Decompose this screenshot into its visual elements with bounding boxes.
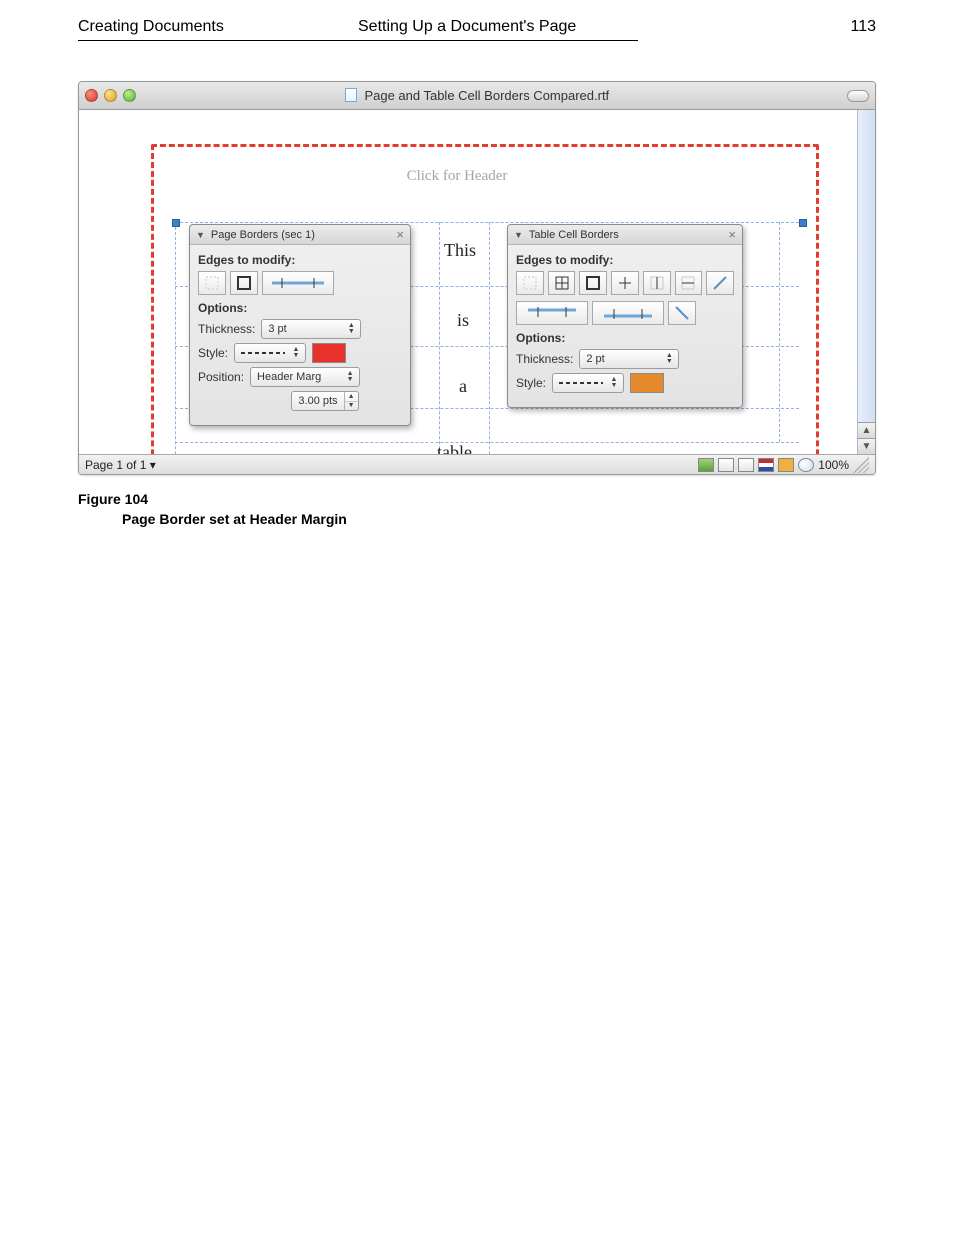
toolbar-toggle-icon[interactable] [847, 90, 869, 102]
palette-title: Table Cell Borders [529, 229, 619, 241]
body-text: This [444, 240, 476, 261]
selection-handle[interactable] [172, 219, 180, 227]
edge-buttons-row-1 [516, 271, 734, 295]
header-left: Creating Documents [78, 18, 358, 41]
document-area: ▲ ▼ Click for Header This is a table. [79, 110, 875, 474]
options-label: Options: [516, 331, 734, 345]
edge-inner-button[interactable] [611, 271, 639, 295]
thickness-select[interactable]: 2 pt ▲▼ [579, 349, 679, 369]
app-window: Page and Table Cell Borders Compared.rtf… [78, 81, 876, 475]
selection-handle[interactable] [799, 219, 807, 227]
header-center: Setting Up a Document's Page [358, 18, 638, 41]
figure-number: Figure 104 [78, 491, 148, 507]
palette-titlebar[interactable]: ▼ Page Borders (sec 1) × [190, 225, 410, 245]
edge-none-button[interactable] [198, 271, 226, 295]
thickness-label: Thickness: [198, 322, 255, 336]
chevron-updown-icon: ▲▼ [290, 346, 302, 360]
document-icon [345, 88, 357, 102]
resize-grip-icon[interactable] [853, 457, 869, 473]
thickness-select[interactable]: 3 pt ▲▼ [261, 319, 361, 339]
close-icon[interactable]: × [396, 228, 404, 241]
body-text: is [457, 310, 469, 331]
figure-caption: Figure 104 Page Border set at Header Mar… [78, 491, 954, 527]
style-select[interactable]: ▲▼ [234, 343, 306, 363]
color-swatch[interactable] [312, 343, 346, 363]
position-label: Position: [198, 370, 244, 384]
step-up-icon[interactable]: ▲ [345, 392, 358, 402]
disclosure-icon[interactable]: ▼ [514, 230, 523, 240]
language-icon[interactable] [758, 458, 774, 472]
chevron-updown-icon: ▲▼ [344, 370, 356, 384]
chevron-updown-icon: ▲▼ [663, 352, 675, 366]
edges-label: Edges to modify: [198, 253, 402, 267]
traffic-lights [85, 89, 136, 102]
step-down-icon[interactable]: ▼ [345, 402, 358, 411]
zoom-value[interactable]: 100% [818, 458, 849, 472]
table-col-guide [439, 222, 440, 475]
edge-box-button[interactable] [230, 271, 258, 295]
edge-buttons-row-2 [516, 301, 734, 325]
scroll-down-icon[interactable]: ▼ [858, 438, 875, 454]
edge-buttons-row [198, 271, 402, 295]
table-col-guide [175, 222, 176, 475]
thickness-label: Thickness: [516, 352, 573, 366]
titlebar[interactable]: Page and Table Cell Borders Compared.rtf [79, 82, 875, 110]
offset-stepper[interactable]: 3.00 pts ▲▼ [291, 391, 358, 411]
window-title: Page and Table Cell Borders Compared.rtf [79, 88, 875, 103]
palette-titlebar[interactable]: ▼ Table Cell Borders × [508, 225, 742, 245]
view-mode-icon[interactable] [718, 458, 734, 472]
zoom-icon[interactable] [123, 89, 136, 102]
running-header: Creating Documents Setting Up a Document… [0, 0, 954, 47]
disclosure-icon[interactable]: ▼ [196, 230, 205, 240]
position-select[interactable]: Header Marg ▲▼ [250, 367, 360, 387]
edge-diagonal-button[interactable] [706, 271, 734, 295]
chevron-updown-icon: ▲▼ [608, 376, 620, 390]
header-placeholder[interactable]: Click for Header [79, 168, 835, 185]
vertical-scrollbar[interactable]: ▲ ▼ [857, 110, 875, 454]
scroll-up-icon[interactable]: ▲ [858, 422, 875, 438]
edge-horizontal-button[interactable] [675, 271, 703, 295]
page-borders-palette[interactable]: ▼ Page Borders (sec 1) × Edges to modify… [189, 224, 411, 426]
edge-outer-button[interactable] [579, 271, 607, 295]
color-swatch[interactable] [630, 373, 664, 393]
close-icon[interactable]: × [728, 228, 736, 241]
edge-vertical-button[interactable] [643, 271, 671, 295]
edge-all-button[interactable] [548, 271, 576, 295]
view-mode-icon[interactable] [738, 458, 754, 472]
status-bar: Page 1 of 1 ▾ 100% [79, 454, 875, 474]
page-counter[interactable]: Page 1 of 1 ▾ [85, 458, 156, 472]
palette-title: Page Borders (sec 1) [211, 229, 315, 241]
status-icon[interactable] [778, 458, 794, 472]
style-select[interactable]: ▲▼ [552, 373, 624, 393]
edges-label: Edges to modify: [516, 253, 734, 267]
table-col-guide [489, 222, 490, 475]
edge-none-button[interactable] [516, 271, 544, 295]
view-mode-icon[interactable] [698, 458, 714, 472]
page-number: 113 [836, 18, 876, 36]
chevron-updown-icon: ▲▼ [345, 322, 357, 336]
edge-top-button[interactable] [516, 301, 588, 325]
figure-title: Page Border set at Header Margin [122, 511, 954, 527]
table-col-guide [779, 222, 780, 442]
options-label: Options: [198, 301, 402, 315]
zoom-icon[interactable] [798, 458, 814, 472]
edge-custom-button[interactable] [262, 271, 334, 295]
edge-bottom-button[interactable] [592, 301, 664, 325]
minimize-icon[interactable] [104, 89, 117, 102]
body-text: a [459, 376, 467, 397]
style-label: Style: [198, 346, 228, 360]
style-label: Style: [516, 376, 546, 390]
table-cell-borders-palette[interactable]: ▼ Table Cell Borders × Edges to modify: [507, 224, 743, 408]
close-icon[interactable] [85, 89, 98, 102]
edge-diagonal2-button[interactable] [668, 301, 696, 325]
